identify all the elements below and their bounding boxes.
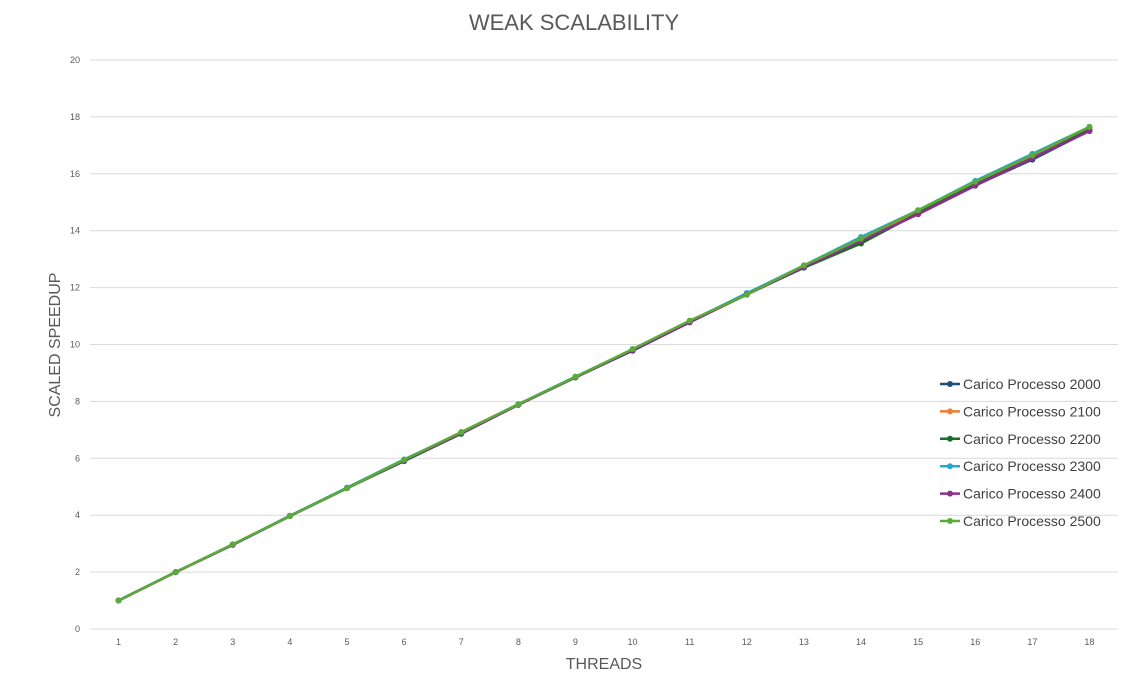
x-tick-label: 17 <box>1027 637 1037 647</box>
y-tick-label: 12 <box>70 283 80 293</box>
y-tick-label: 14 <box>70 226 80 236</box>
data-point <box>286 513 293 520</box>
data-point <box>972 178 979 185</box>
data-point <box>401 456 408 463</box>
legend-item: Carico Processo 2400 <box>940 486 1101 502</box>
data-point <box>800 262 807 269</box>
y-tick-label: 16 <box>70 169 80 179</box>
legend-marker <box>947 435 953 442</box>
x-tick-label: 11 <box>685 637 694 647</box>
legend: Carico Processo 2000 Carico Processo 2100… <box>940 376 1101 529</box>
legend-label: Carico Processo 2200 <box>963 431 1101 447</box>
legend-marker <box>947 490 953 497</box>
y-tick-label: 10 <box>70 340 80 350</box>
legend-marker <box>947 408 953 415</box>
legend-marker <box>947 381 953 387</box>
y-axis-ticks: 0 2 4 6 8 10 12 14 16 18 20 <box>70 55 80 634</box>
series-group <box>115 126 1093 604</box>
x-axis-title: THREADS <box>566 656 642 673</box>
x-tick-label: 16 <box>970 637 980 647</box>
legend-item: Carico Processo 2300 <box>940 458 1101 474</box>
x-tick-label: 13 <box>799 637 809 647</box>
y-tick-label: 0 <box>75 624 80 634</box>
series-group <box>115 128 1093 604</box>
legend-item: Carico Processo 2500 <box>940 513 1101 529</box>
data-point <box>858 235 864 242</box>
data-point <box>743 291 750 298</box>
x-tick-label: 7 <box>459 637 464 647</box>
x-tick-label: 2 <box>173 637 178 647</box>
data-point <box>686 317 693 324</box>
y-tick-label: 8 <box>75 396 80 406</box>
y-tick-label: 18 <box>70 112 80 122</box>
x-tick-label: 6 <box>402 637 407 647</box>
data-point <box>115 597 122 604</box>
legend-marker <box>947 518 953 524</box>
x-tick-label: 3 <box>230 637 235 647</box>
x-tick-label: 9 <box>573 637 578 647</box>
legend-item: Carico Processo 2000 <box>940 376 1101 392</box>
x-tick-label: 10 <box>628 637 638 647</box>
x-tick-label: 1 <box>116 637 121 647</box>
x-tick-label: 12 <box>742 637 752 647</box>
y-tick-label: 2 <box>75 567 80 577</box>
data-point <box>344 485 350 492</box>
x-tick-label: 4 <box>287 637 292 647</box>
x-tick-label: 8 <box>516 637 521 647</box>
y-tick-label: 20 <box>70 55 80 65</box>
gridlines <box>90 59 1118 630</box>
legend-label: Carico Processo 2000 <box>963 376 1101 392</box>
legend-item: Carico Processo 2200 <box>940 431 1101 447</box>
data-point <box>1086 123 1093 130</box>
legend-label: Carico Processo 2400 <box>963 486 1101 502</box>
x-tick-label: 14 <box>856 637 866 647</box>
x-tick-label: 18 <box>1084 637 1094 647</box>
data-point <box>515 401 522 408</box>
legend-label: Carico Processo 2300 <box>963 458 1101 474</box>
data-point <box>229 541 236 548</box>
series-group <box>115 123 1093 604</box>
series-lines <box>115 123 1093 604</box>
data-point <box>458 429 465 436</box>
x-tick-label: 5 <box>344 637 349 647</box>
series-line <box>118 125 1090 602</box>
data-point <box>1086 128 1093 135</box>
chart-title: WEAK SCALABILITY <box>469 10 680 35</box>
data-point <box>1029 152 1036 159</box>
legend-label: Carico Processo 2500 <box>963 513 1101 529</box>
data-point <box>572 373 579 380</box>
data-point <box>915 207 922 214</box>
data-point <box>172 569 179 576</box>
y-axis-title: SCALED SPEEDUP <box>47 273 64 418</box>
y-tick-label: 4 <box>75 510 80 520</box>
legend-label: Carico Processo 2100 <box>963 403 1101 419</box>
x-axis-ticks: 1 2 3 4 5 6 7 8 9 10 11 12 13 14 15 16 17 18 <box>116 637 1094 647</box>
legend-item: Carico Processo 2100 <box>940 403 1101 419</box>
legend-marker <box>947 463 953 470</box>
y-tick-label: 6 <box>75 453 80 463</box>
x-tick-label: 15 <box>913 637 923 647</box>
data-point <box>629 346 636 353</box>
